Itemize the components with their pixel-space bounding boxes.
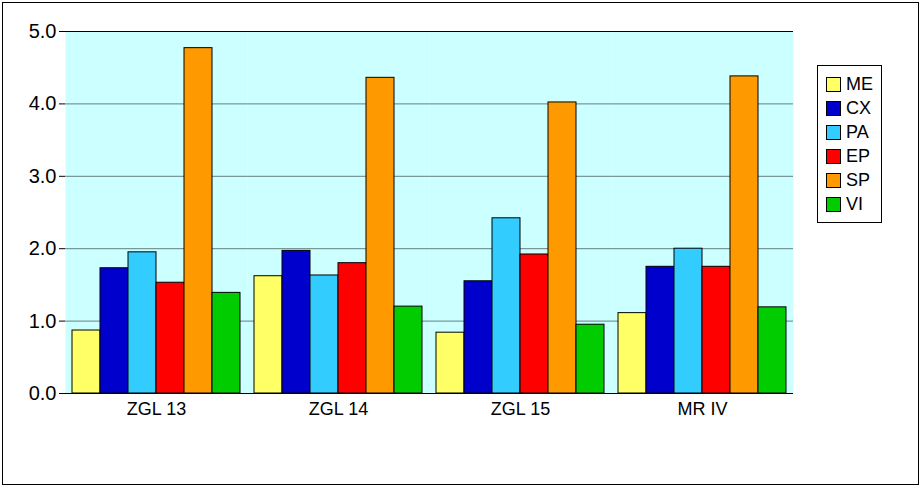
html-text:SP: SP xyxy=(846,170,870,190)
html-text:VI: VI xyxy=(846,194,863,214)
svg-text:5.0: 5.0 xyxy=(29,20,57,42)
svg-text:0.0: 0.0 xyxy=(29,382,57,404)
svg-text:1.0: 1.0 xyxy=(29,310,57,332)
svg-text:ZGL 15: ZGL 15 xyxy=(491,399,550,419)
svg-text:MR IV: MR IV xyxy=(677,399,727,419)
svg-text:ZGL 14: ZGL 14 xyxy=(309,399,368,419)
svg-text:4.0: 4.0 xyxy=(29,92,57,114)
svg-text:2.0: 2.0 xyxy=(29,237,57,259)
html-text:PA: PA xyxy=(846,122,869,142)
svg-text:3.0: 3.0 xyxy=(29,165,57,187)
svg-text:ZGL 13: ZGL 13 xyxy=(127,399,186,419)
html-text:EP: EP xyxy=(846,146,870,166)
html-text:CX: CX xyxy=(846,98,871,118)
html-text:ME: ME xyxy=(846,74,873,94)
